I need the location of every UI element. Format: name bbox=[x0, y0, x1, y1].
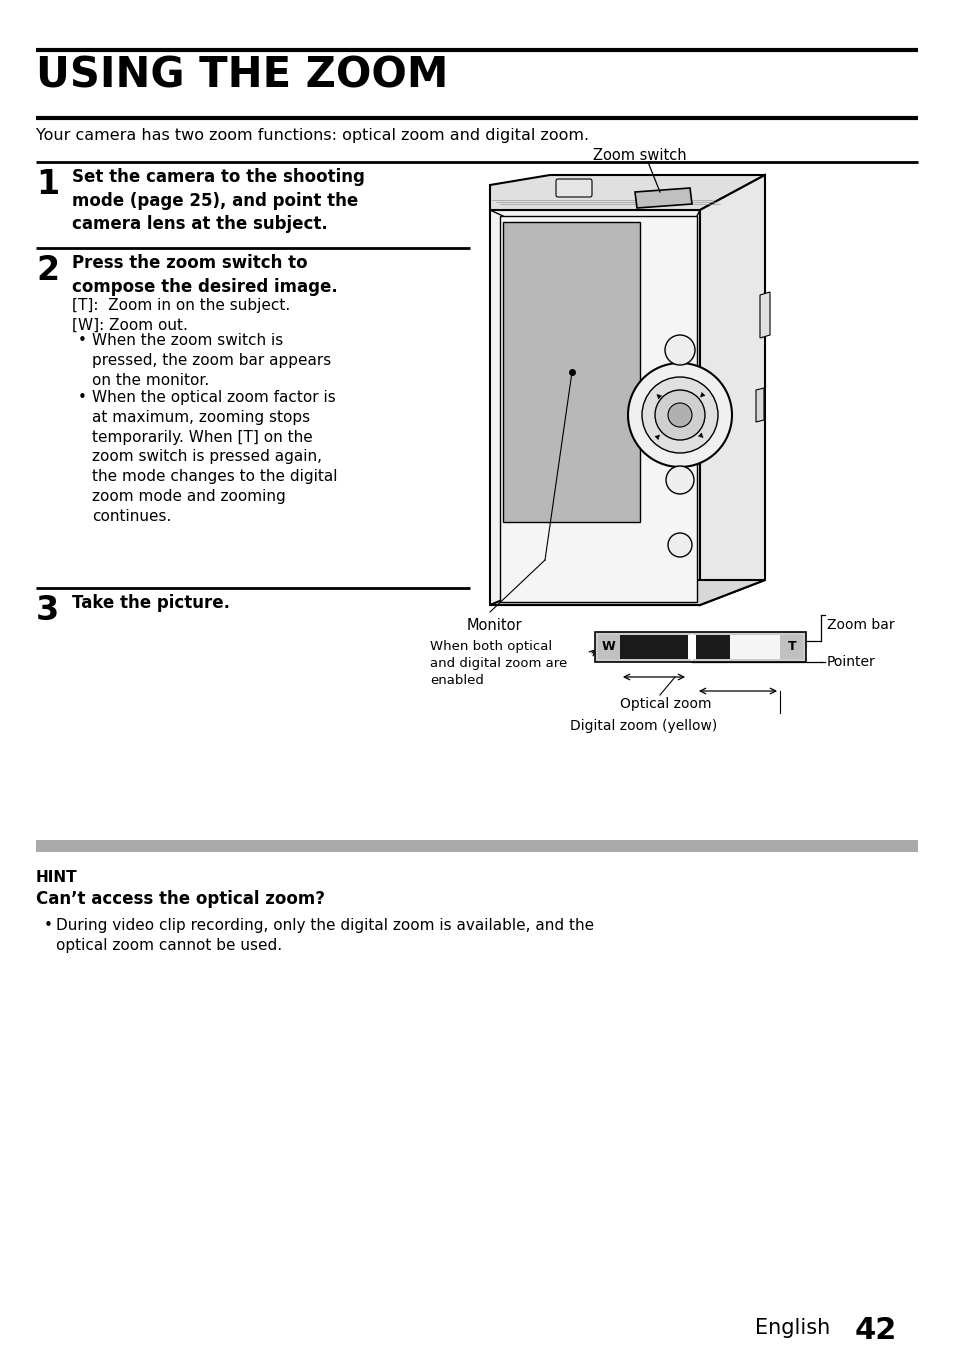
Polygon shape bbox=[755, 387, 763, 422]
Text: ▶: ▶ bbox=[654, 432, 662, 440]
Text: •: • bbox=[78, 334, 87, 348]
Polygon shape bbox=[490, 580, 764, 605]
Circle shape bbox=[664, 335, 695, 364]
Text: HINT: HINT bbox=[36, 870, 77, 885]
Text: Your camera has two zoom functions: optical zoom and digital zoom.: Your camera has two zoom functions: opti… bbox=[36, 128, 589, 143]
Polygon shape bbox=[490, 175, 764, 210]
Text: T: T bbox=[787, 640, 796, 654]
Text: [T]:  Zoom in on the subject.
[W]: Zoom out.: [T]: Zoom in on the subject. [W]: Zoom o… bbox=[71, 299, 290, 332]
Polygon shape bbox=[502, 222, 639, 522]
Bar bbox=[687, 635, 696, 659]
Text: When the zoom switch is
pressed, the zoom bar appears
on the monitor.: When the zoom switch is pressed, the zoo… bbox=[91, 334, 331, 387]
Text: Monitor: Monitor bbox=[467, 617, 522, 633]
Text: Pointer: Pointer bbox=[826, 655, 875, 668]
Text: When the optical zoom factor is
at maximum, zooming stops
temporarily. When [T] : When the optical zoom factor is at maxim… bbox=[91, 390, 337, 523]
Circle shape bbox=[641, 377, 718, 453]
Text: W: W bbox=[601, 640, 616, 654]
Text: Zoom switch: Zoom switch bbox=[593, 148, 686, 163]
Bar bbox=[619, 635, 729, 659]
Circle shape bbox=[667, 533, 691, 557]
Text: •: • bbox=[78, 390, 87, 405]
Polygon shape bbox=[760, 292, 769, 338]
Bar bbox=[595, 632, 805, 662]
FancyBboxPatch shape bbox=[556, 179, 592, 196]
Text: Press the zoom switch to
compose the desired image.: Press the zoom switch to compose the des… bbox=[71, 254, 337, 296]
Circle shape bbox=[655, 390, 704, 440]
Text: Can’t access the optical zoom?: Can’t access the optical zoom? bbox=[36, 890, 325, 908]
Text: During video clip recording, only the digital zoom is available, and the
optical: During video clip recording, only the di… bbox=[56, 919, 594, 952]
Text: When both optical
and digital zoom are
enabled: When both optical and digital zoom are e… bbox=[430, 640, 567, 687]
Text: Optical zoom: Optical zoom bbox=[619, 697, 711, 712]
Text: Zoom bar: Zoom bar bbox=[826, 617, 894, 632]
Circle shape bbox=[667, 404, 691, 426]
Text: English: English bbox=[754, 1318, 829, 1338]
Text: •: • bbox=[44, 919, 52, 933]
Text: Take the picture.: Take the picture. bbox=[71, 594, 230, 612]
Text: 1: 1 bbox=[36, 168, 59, 200]
Polygon shape bbox=[499, 217, 697, 603]
Circle shape bbox=[665, 465, 693, 494]
Bar bbox=[598, 635, 802, 659]
Polygon shape bbox=[490, 210, 700, 605]
Text: ▶: ▶ bbox=[697, 390, 704, 398]
Polygon shape bbox=[700, 175, 764, 605]
Text: Digital zoom (yellow): Digital zoom (yellow) bbox=[569, 720, 717, 733]
Text: 42: 42 bbox=[854, 1315, 897, 1345]
Text: USING THE ZOOM: USING THE ZOOM bbox=[36, 55, 448, 97]
Text: ▶: ▶ bbox=[697, 432, 704, 440]
Bar bbox=[36, 841, 917, 851]
Polygon shape bbox=[635, 188, 691, 208]
Circle shape bbox=[627, 363, 731, 467]
Bar bbox=[780, 635, 802, 659]
Bar bbox=[729, 635, 780, 659]
Text: 3: 3 bbox=[36, 594, 59, 627]
Text: Set the camera to the shooting
mode (page 25), and point the
camera lens at the : Set the camera to the shooting mode (pag… bbox=[71, 168, 364, 233]
Bar bbox=[598, 635, 619, 659]
Text: 2: 2 bbox=[36, 254, 59, 286]
Text: ▶: ▶ bbox=[654, 390, 662, 398]
